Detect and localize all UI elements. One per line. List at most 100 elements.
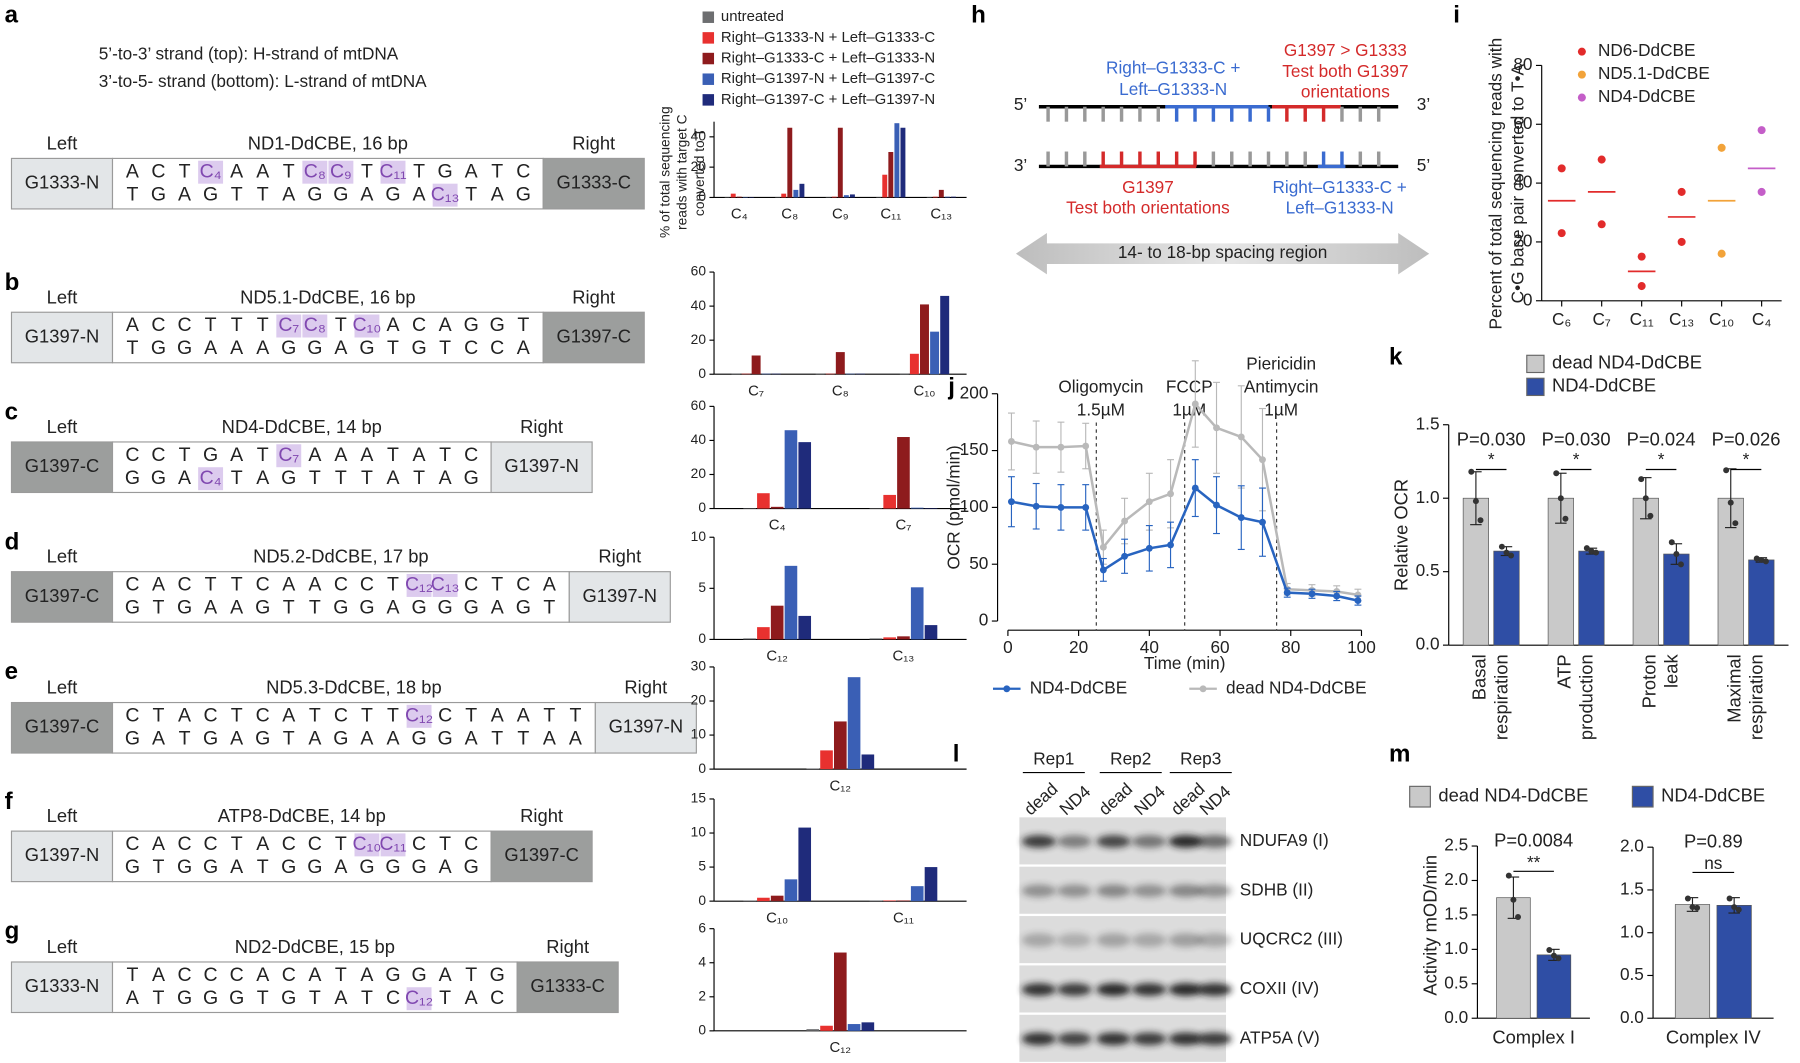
x-tick-label: 80 — [1281, 637, 1300, 657]
x-tick-label: C₁₀ — [1709, 309, 1734, 329]
base: T — [465, 964, 477, 986]
y-tick-label: 40 — [691, 298, 707, 313]
y-tick-label: 200 — [960, 382, 989, 402]
diagram-label: Left–G1333-N — [1286, 197, 1394, 217]
base: A — [360, 183, 373, 205]
bar — [899, 373, 909, 375]
base: T — [439, 833, 451, 855]
base: T — [205, 314, 217, 336]
base: T — [153, 597, 165, 619]
base: T — [361, 704, 373, 726]
sequence-box — [111, 311, 544, 364]
base: G — [411, 964, 426, 986]
y-tick-label: 10 — [691, 529, 707, 544]
bar — [1716, 904, 1752, 1019]
series-line — [1011, 486, 1359, 602]
point — [1717, 143, 1726, 152]
y-tick-label: 0 — [979, 610, 989, 630]
base: C — [334, 574, 348, 596]
point — [1637, 282, 1646, 291]
point — [1757, 126, 1766, 135]
y-tick-label: 1.5 — [1444, 903, 1468, 923]
diagram-label: Test both orientations — [1066, 197, 1230, 217]
annotation: 1.5µM — [1077, 400, 1125, 420]
point — [1557, 495, 1564, 502]
base-highlight — [328, 160, 354, 184]
point — [1468, 468, 1475, 475]
base: C — [412, 833, 426, 855]
x-tick-label: C₄ — [769, 517, 786, 534]
y-tick-label: 1.0 — [1416, 487, 1440, 507]
x-tick-label: C₄ — [1752, 309, 1771, 329]
x-tick-label: leak — [1660, 654, 1681, 689]
bar — [820, 750, 833, 770]
point — [1732, 520, 1739, 527]
x-tick-label: Basal — [1469, 654, 1490, 700]
point — [1308, 590, 1316, 598]
base: C — [204, 964, 218, 986]
spacing-arrow — [1015, 233, 1430, 275]
x-tick-label: C₄ — [731, 206, 748, 223]
y-tick-label: 0 — [1523, 289, 1533, 309]
base: C — [125, 574, 139, 596]
bar — [1493, 550, 1520, 646]
y-tick-label: 1.5 — [1416, 413, 1440, 433]
y-tick-label: 0 — [698, 189, 706, 204]
y-tick-label: 5 — [698, 580, 706, 595]
base: C — [125, 444, 139, 466]
y-tick-label: 0.0 — [1444, 1007, 1468, 1027]
y-tick-label: 0.5 — [1620, 964, 1644, 984]
left-box — [10, 961, 114, 1014]
significance: * — [1573, 449, 1580, 469]
base: T — [309, 704, 321, 726]
bar — [897, 900, 910, 902]
bar — [757, 493, 770, 509]
base-highlight — [354, 833, 380, 857]
right-box-label: G1333-C — [556, 172, 631, 193]
bar — [761, 373, 771, 375]
protein-label: SDHB (II) — [1240, 879, 1314, 899]
blot-band — [1168, 1032, 1204, 1046]
x-tick-label: C₁₀ — [766, 909, 788, 926]
point — [1333, 592, 1341, 600]
base: G — [333, 183, 348, 205]
point — [1638, 476, 1645, 483]
bar — [770, 895, 784, 902]
base: T — [361, 987, 373, 1009]
bar — [736, 196, 742, 198]
panel-label: h — [971, 1, 986, 28]
p-value: P=0.0084 — [1494, 829, 1573, 850]
left-box-label: G1333-N — [25, 975, 100, 996]
right-label: Right — [520, 805, 563, 826]
y-tick-label: 40 — [691, 128, 707, 143]
base: G — [307, 337, 322, 359]
blot-band — [1168, 835, 1204, 848]
base: C — [125, 704, 139, 726]
legend-swatch — [702, 73, 715, 85]
panel-label: i — [1453, 1, 1460, 28]
bar — [888, 151, 894, 198]
bar — [798, 442, 812, 509]
base: C — [177, 964, 191, 986]
bar — [861, 754, 875, 770]
base: G — [359, 597, 374, 619]
bar — [849, 194, 855, 198]
x-tick-label: C₈ — [781, 206, 798, 223]
bar — [741, 373, 751, 375]
x-tick-label: Proton — [1639, 654, 1660, 708]
y-axis-label: converted to T — [692, 128, 707, 216]
right-box — [568, 571, 671, 623]
x-tick-label: Complex I — [1492, 1027, 1575, 1048]
left-label: Left — [47, 936, 78, 957]
base: G — [177, 987, 192, 1009]
base: T — [387, 444, 399, 466]
significance: * — [1488, 449, 1495, 469]
base: T — [543, 597, 555, 619]
blot-band — [1096, 983, 1131, 996]
point — [1583, 545, 1590, 552]
bar — [798, 615, 812, 640]
x-tick-label: production — [1575, 654, 1596, 740]
base: G — [229, 987, 244, 1009]
base: C₁₁ — [379, 833, 407, 855]
significance: ** — [1527, 852, 1541, 872]
